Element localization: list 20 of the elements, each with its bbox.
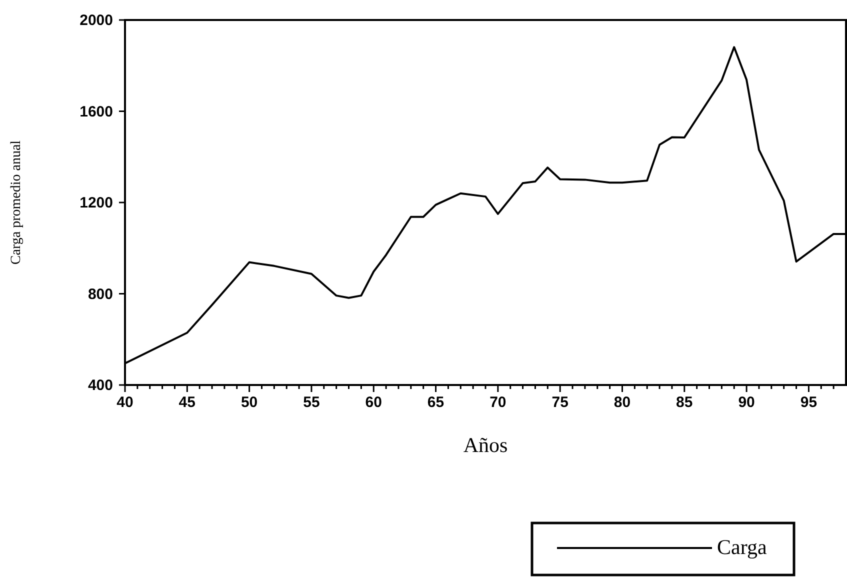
x-tick-label: 40: [116, 394, 134, 411]
x-tick-label: 45: [178, 394, 196, 411]
y-tick-label: 1600: [80, 103, 113, 120]
x-tick-label: 60: [365, 394, 382, 411]
x-tick-label: 80: [614, 394, 631, 411]
y-axis-title: Carga promedio anual: [9, 140, 24, 265]
x-tick-label: 95: [800, 394, 818, 411]
y-tick-label: 400: [88, 377, 113, 394]
text: Carga: [717, 535, 768, 559]
x-tick-label: 75: [552, 394, 568, 411]
x-tick-label: 70: [490, 394, 506, 411]
x-tick-label: 55: [303, 394, 320, 411]
x-tick-label: 90: [738, 394, 755, 411]
y-tick-label: 2000: [80, 12, 113, 29]
x-tick-label: 50: [240, 394, 258, 411]
x-tick-label: 65: [427, 394, 444, 411]
x-axis-title: Años: [463, 433, 508, 457]
x-tick-label: 85: [676, 394, 693, 411]
y-tick-label: 800: [88, 286, 113, 303]
y-tick-label: 1200: [80, 194, 113, 212]
